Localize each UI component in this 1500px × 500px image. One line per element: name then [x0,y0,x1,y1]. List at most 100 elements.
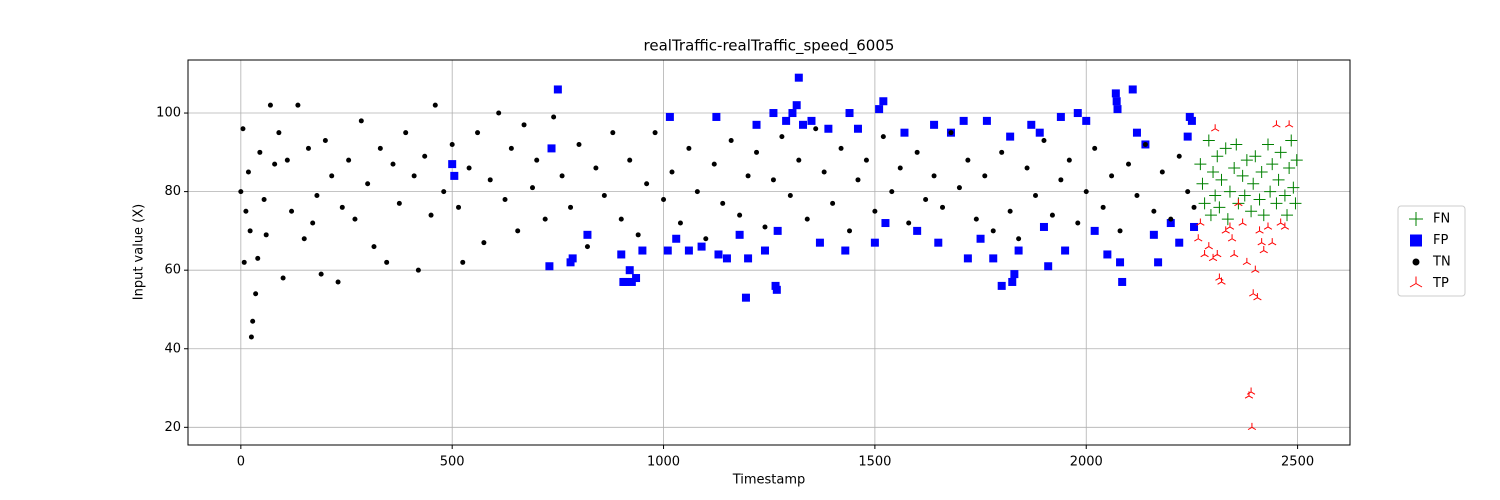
point [1132,128,1141,137]
point [1100,204,1106,210]
point [1257,238,1266,246]
point [697,242,706,251]
point [644,181,650,187]
point [948,130,954,136]
point [872,208,878,214]
point [1198,197,1211,210]
point [248,334,254,340]
point [841,246,850,255]
point [796,157,802,163]
point [243,208,249,214]
point [238,189,244,195]
point [744,254,753,263]
point [1117,228,1123,234]
point [1113,105,1122,114]
point [863,157,869,163]
point [847,228,853,234]
point [301,236,307,242]
point [529,185,535,191]
point [914,149,920,155]
point [1213,249,1222,258]
point [853,124,862,133]
point [1200,249,1209,258]
point [824,124,833,133]
point [665,112,674,121]
point [1196,177,1209,190]
x-tick-label: 1000 [647,455,680,470]
point [339,204,345,210]
point [508,145,514,151]
point [1154,258,1163,267]
point [930,120,939,129]
point [253,291,259,297]
point [415,267,421,273]
point [714,250,723,259]
point [845,109,854,118]
point [813,126,819,132]
point [794,73,803,82]
point [982,116,991,125]
point [329,173,335,179]
point [661,196,667,202]
point [1255,226,1264,234]
point [460,259,466,265]
point [1090,226,1099,235]
point [1128,85,1137,94]
point [870,238,879,247]
point [487,177,493,183]
point [466,165,472,171]
point [1276,218,1285,226]
point [534,157,540,163]
point [1142,141,1148,147]
point [875,105,884,114]
point [1259,246,1268,254]
point [737,212,743,218]
point [553,85,562,94]
point [1134,193,1140,199]
point [263,232,269,238]
point [663,246,672,255]
point [906,220,912,226]
point [261,196,267,202]
point [999,149,1005,155]
point [1061,246,1070,255]
point [318,271,324,277]
point [346,157,352,163]
point [1213,201,1226,214]
point [931,173,937,179]
point [358,118,364,124]
y-tick-label: 80 [164,184,181,199]
point [1049,212,1055,218]
point [568,254,577,263]
point [559,173,565,179]
point [1208,253,1218,262]
point [568,204,574,210]
point [1221,226,1230,234]
legend-marker [1409,276,1423,288]
point [621,277,630,286]
point [703,236,709,242]
point [769,109,778,118]
point [770,177,776,183]
point [686,145,692,151]
point [652,130,658,136]
point [934,238,943,247]
point [1219,142,1232,155]
point [1183,132,1192,141]
point [782,116,791,125]
point [722,254,731,263]
point [889,189,895,195]
point [821,169,827,175]
point [815,238,824,247]
point [1234,198,1243,207]
point [502,196,508,202]
point [551,114,557,120]
point [1187,116,1196,125]
point [390,161,396,167]
point [1118,277,1127,286]
point [1281,209,1294,222]
point [1082,116,1091,125]
point [1112,97,1121,106]
point [515,228,521,234]
